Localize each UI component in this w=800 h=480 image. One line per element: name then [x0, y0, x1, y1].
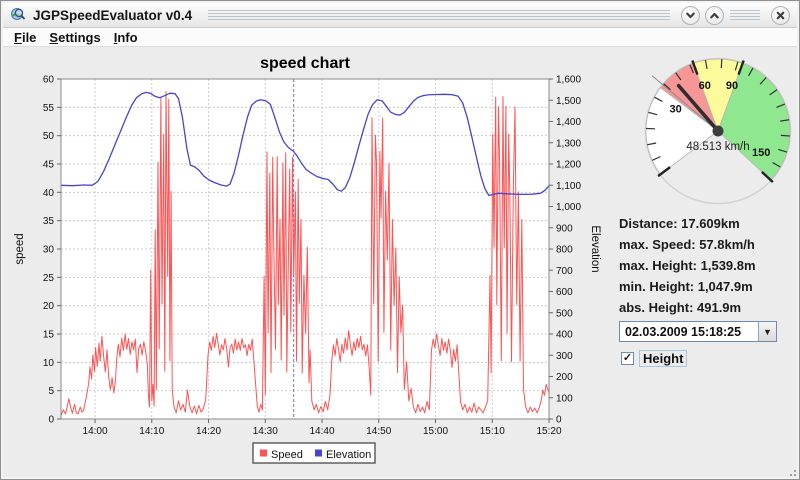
svg-text:5: 5	[48, 386, 54, 397]
svg-text:25: 25	[43, 273, 55, 284]
svg-text:14:40: 14:40	[310, 426, 335, 437]
speed-chart: speed chart 0510152025303540455055600100…	[14, 55, 601, 464]
svg-text:15: 15	[43, 330, 55, 341]
svg-text:800: 800	[556, 245, 573, 256]
svg-text:1,600: 1,600	[556, 75, 581, 86]
svg-text:60: 60	[699, 80, 711, 92]
svg-text:10: 10	[43, 358, 55, 369]
gauge-value: 48.513 km/h	[686, 141, 749, 153]
chevron-down-icon	[686, 12, 695, 18]
svg-text:500: 500	[556, 308, 573, 319]
svg-text:15:20: 15:20	[536, 426, 561, 437]
chart-title: speed chart	[260, 55, 350, 72]
stat-min-height: min. Height: 1,047.9m	[619, 279, 753, 294]
stat-distance: Distance: 17.609km	[619, 216, 740, 231]
dropdown-arrow-button[interactable]: ▼	[758, 322, 776, 341]
maximize-button[interactable]	[705, 5, 724, 25]
svg-text:1,300: 1,300	[556, 138, 581, 149]
svg-text:150: 150	[752, 147, 770, 159]
svg-text:1,000: 1,000	[556, 202, 581, 213]
svg-text:600: 600	[556, 287, 573, 298]
svg-text:900: 900	[556, 223, 573, 234]
svg-text:Speed: Speed	[271, 449, 303, 461]
svg-text:700: 700	[556, 266, 573, 277]
app-icon	[11, 8, 26, 20]
svg-text:1,400: 1,400	[556, 117, 581, 128]
titlebar-stripes	[730, 9, 760, 21]
svg-text:90: 90	[726, 80, 738, 92]
height-checkbox-label[interactable]: Height	[639, 350, 688, 367]
minimize-button[interactable]	[681, 5, 700, 25]
svg-text:20: 20	[43, 301, 55, 312]
resize-grip[interactable]	[789, 469, 796, 476]
window-title: JGPSpeedEvaluator v0.4	[33, 7, 193, 23]
svg-text:Elevation: Elevation	[326, 449, 371, 461]
svg-text:15:00: 15:00	[423, 426, 448, 437]
svg-text:45: 45	[43, 160, 55, 171]
datetime-value: 02.03.2009 15:18:25	[625, 324, 742, 339]
svg-text:14:50: 14:50	[366, 426, 391, 437]
titlebar-stripes	[208, 9, 670, 21]
svg-text:1,500: 1,500	[556, 96, 581, 107]
chevron-up-icon	[710, 12, 719, 18]
svg-text:300: 300	[556, 351, 573, 362]
gauge-thin-needle	[651, 75, 719, 132]
menu-item-info[interactable]: Info	[113, 29, 138, 45]
speed-series-path	[60, 91, 550, 416]
elevation-series-path	[60, 91, 550, 197]
svg-text:0: 0	[556, 415, 562, 426]
gauge-hub	[712, 125, 724, 137]
menubar: File Settings Info	[3, 28, 797, 47]
svg-text:14:30: 14:30	[253, 426, 278, 437]
menu-item-file[interactable]: File	[14, 29, 37, 45]
main-content: speed chart 0 5 10 15 20 25 30 35 40 45 50 55 60 0 100…	[3, 47, 797, 477]
height-toggle-row: ✓ Height	[621, 350, 688, 367]
svg-text:30: 30	[669, 103, 681, 115]
stat-max-speed: max. Speed: 57.8km/h	[619, 237, 755, 252]
svg-text:0: 0	[48, 415, 54, 426]
svg-text:15:10: 15:10	[480, 426, 505, 437]
svg-text:55: 55	[43, 103, 55, 114]
chevron-down-icon: ▼	[763, 326, 772, 337]
svg-text:1,100: 1,100	[556, 181, 581, 192]
svg-text:50: 50	[43, 131, 55, 142]
svg-text:1,200: 1,200	[556, 160, 581, 171]
height-checkbox[interactable]: ✓	[621, 352, 634, 365]
svg-text:200: 200	[556, 372, 573, 383]
datetime-select[interactable]: 02.03.2009 15:18:25 ▼	[619, 321, 777, 342]
menu-item-settings[interactable]: Settings	[49, 29, 101, 45]
left-axis-title: speed	[14, 233, 26, 264]
close-button[interactable]	[771, 5, 790, 25]
svg-text:35: 35	[43, 216, 55, 227]
svg-text:40: 40	[43, 188, 55, 199]
svg-text:14:10: 14:10	[139, 426, 164, 437]
stat-abs-height: abs. Height: 491.9m	[619, 300, 742, 315]
svg-text:14:20: 14:20	[196, 426, 221, 437]
chart-legend: Speed Elevation	[252, 442, 376, 464]
close-icon	[776, 11, 785, 19]
speedometer-gauge: 30 60 90 150 48.513 km/h	[644, 57, 792, 205]
stats-panel: Distance: 17.609km max. Speed: 57.8km/h …	[619, 213, 756, 318]
svg-text:100: 100	[556, 393, 573, 404]
titlebar[interactable]: JGPSpeedEvaluator v0.4	[3, 3, 797, 28]
right-axis-title: Elevation	[589, 225, 601, 272]
svg-text:14:00: 14:00	[83, 426, 108, 437]
stat-max-height: max. Height: 1,539.8m	[619, 258, 756, 273]
svg-text:30: 30	[43, 245, 55, 256]
gauge-needle	[676, 83, 720, 133]
svg-text:400: 400	[556, 330, 573, 341]
svg-text:60: 60	[43, 75, 55, 86]
